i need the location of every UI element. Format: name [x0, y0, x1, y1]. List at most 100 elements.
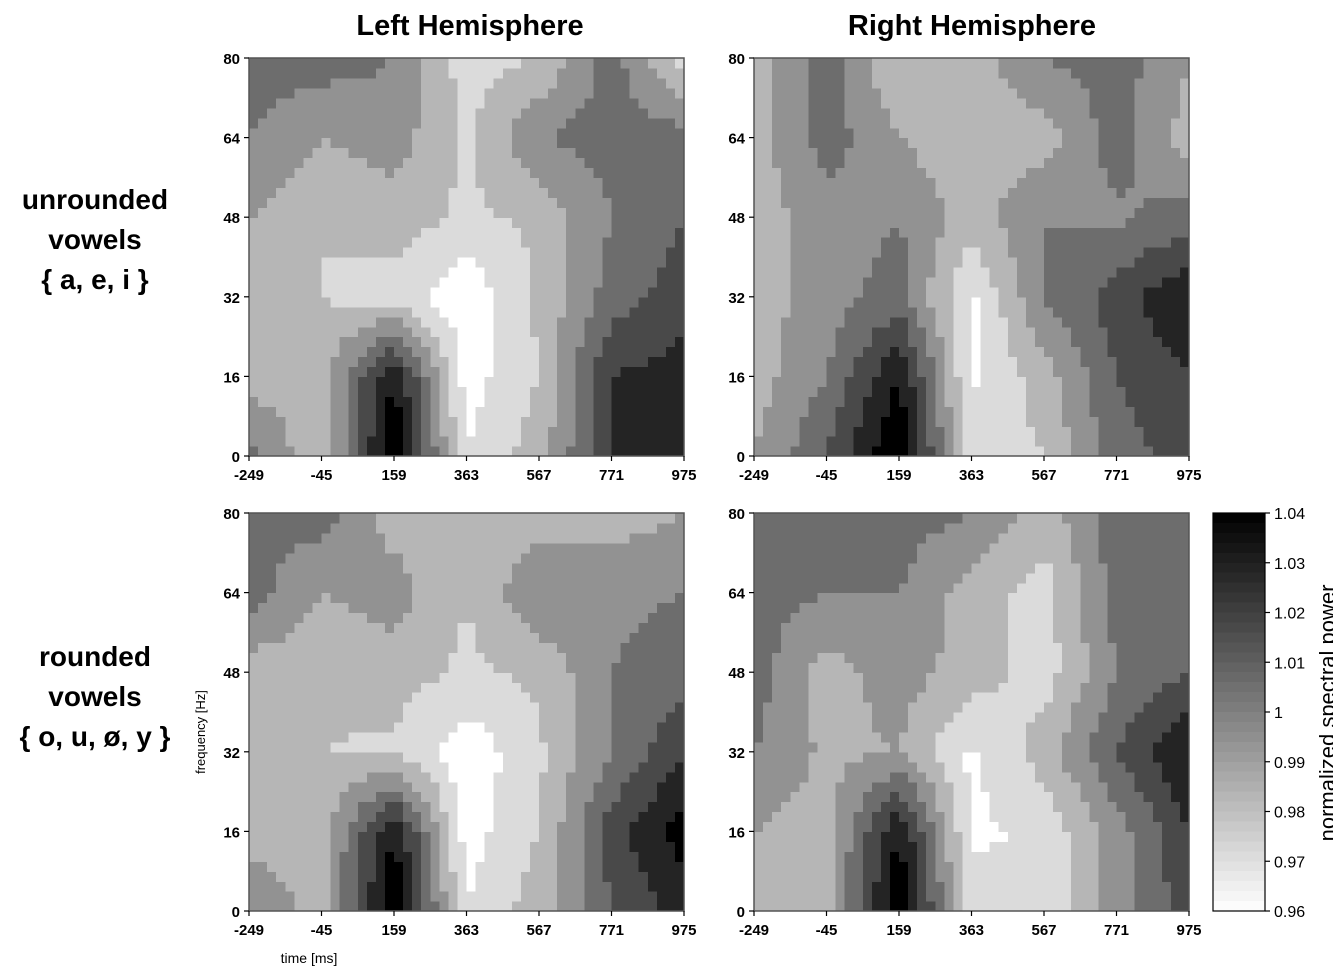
heatmap-cell — [1144, 366, 1154, 377]
heatmap-cell — [476, 128, 486, 139]
heatmap-cell — [548, 891, 558, 902]
heatmap-cell — [512, 692, 522, 703]
heatmap-cell — [953, 376, 963, 387]
heatmap-cell — [249, 772, 259, 783]
heatmap-cell — [512, 901, 522, 912]
heatmap-cell — [881, 287, 891, 298]
heatmap-cell — [1135, 436, 1145, 447]
heatmap-cell — [648, 108, 658, 119]
heatmap-cell — [621, 357, 631, 368]
heatmap-cell — [935, 396, 945, 407]
heatmap-cell — [1098, 108, 1108, 119]
heatmap-cell — [258, 762, 268, 773]
heatmap-cell — [548, 416, 558, 427]
heatmap-cell — [385, 207, 395, 218]
heatmap-cell — [530, 148, 540, 159]
heatmap-cell — [666, 772, 676, 783]
heatmap-cell — [944, 247, 954, 258]
heatmap-cell — [349, 357, 359, 368]
heatmap-cell — [494, 692, 504, 703]
heatmap-cell — [476, 386, 486, 397]
heatmap-cell — [666, 257, 676, 268]
heatmap-cell — [285, 752, 295, 763]
y-tick-label: 32 — [223, 290, 240, 307]
heatmap-cell — [602, 327, 612, 338]
heatmap-cell — [593, 772, 603, 783]
heatmap-cell — [881, 158, 891, 169]
heatmap-cell — [1080, 416, 1090, 427]
heatmap-cell — [358, 376, 368, 387]
heatmap-cell — [485, 782, 495, 793]
heatmap-cell — [772, 68, 782, 79]
heatmap-cell — [312, 347, 322, 358]
heatmap-cell — [385, 426, 395, 437]
heatmap-cell — [1062, 187, 1072, 198]
heatmap-cell — [485, 831, 495, 842]
heatmap-cell — [421, 267, 431, 278]
heatmap-cell — [421, 58, 431, 69]
heatmap-cell — [548, 158, 558, 169]
heatmap-cell — [999, 436, 1009, 447]
heatmap-cell — [612, 692, 622, 703]
heatmap-cell — [575, 692, 585, 703]
heatmap-cell — [476, 138, 486, 149]
heatmap-cell — [557, 692, 567, 703]
heatmap-cell — [349, 138, 359, 149]
heatmap-cell — [539, 376, 549, 387]
heatmap-cell — [772, 158, 782, 169]
heatmap-cell — [566, 158, 576, 169]
heatmap-cell — [666, 68, 676, 79]
heatmap-cell — [962, 108, 972, 119]
heatmap-cell — [385, 148, 395, 159]
heatmap-cell — [612, 158, 622, 169]
heatmap-cell — [926, 158, 936, 169]
heatmap-cell — [621, 187, 631, 198]
heatmap-cell — [467, 901, 477, 912]
heatmap-cell — [258, 802, 268, 813]
heatmap-cell — [566, 78, 576, 89]
heatmap-cell — [303, 297, 313, 308]
heatmap-cell — [666, 118, 676, 129]
heatmap-cell — [675, 58, 685, 69]
heatmap-cell — [1098, 277, 1108, 288]
heatmap-cell — [1171, 98, 1181, 109]
heatmap-cell — [439, 396, 449, 407]
heatmap-cell — [467, 821, 477, 832]
heatmap-cell — [808, 347, 818, 358]
heatmap-cell — [294, 871, 304, 882]
heatmap-cell — [566, 702, 576, 713]
heatmap-cell — [648, 396, 658, 407]
heatmap-cell — [303, 138, 313, 149]
heatmap-cell — [639, 436, 649, 447]
heatmap-cell — [394, 88, 404, 99]
heatmap-cell — [1053, 237, 1063, 248]
heatmap-cell — [249, 227, 259, 238]
heatmap-cell — [512, 871, 522, 882]
heatmap-cell — [854, 426, 864, 437]
heatmap-cell — [448, 128, 458, 139]
heatmap-cell — [575, 187, 585, 198]
heatmap-cell — [403, 762, 413, 773]
heatmap-cell — [539, 732, 549, 743]
heatmap-cell — [294, 722, 304, 733]
heatmap-cell — [530, 187, 540, 198]
heatmap-cell — [1089, 58, 1099, 69]
heatmap-cell — [1080, 396, 1090, 407]
heatmap-cell — [675, 347, 685, 358]
heatmap-cell — [981, 148, 991, 159]
heatmap-cell — [1107, 297, 1117, 308]
heatmap-cell — [584, 446, 594, 457]
heatmap-cell — [999, 267, 1009, 278]
heatmap-cell — [648, 158, 658, 169]
heatmap-cell — [258, 58, 268, 69]
heatmap-cell — [512, 158, 522, 169]
heatmap-cell — [1107, 277, 1117, 288]
heatmap-cell — [521, 436, 531, 447]
heatmap-cell — [666, 177, 676, 188]
heatmap-cell — [648, 851, 658, 862]
heatmap-cell — [1107, 118, 1117, 129]
heatmap-cell — [285, 207, 295, 218]
heatmap-cell — [1117, 217, 1127, 228]
heatmap-cell — [612, 217, 622, 228]
heatmap-cell — [772, 227, 782, 238]
